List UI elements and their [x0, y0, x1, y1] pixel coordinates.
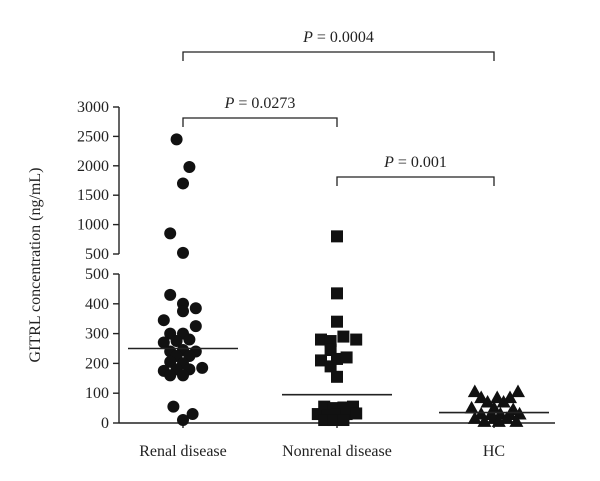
data-point-square — [337, 414, 350, 427]
data-point-triangle — [477, 414, 492, 427]
data-point-square — [350, 407, 363, 420]
data-point-square — [315, 333, 327, 346]
y-tick-label: 3000 — [77, 99, 109, 116]
data-point-circle — [177, 369, 189, 382]
data-point-circle — [177, 177, 189, 190]
data-point-square — [331, 287, 343, 300]
y-tick-label: 100 — [85, 385, 109, 402]
data-point-square — [340, 351, 353, 364]
data-point-triangle — [509, 414, 524, 427]
data-point-square — [318, 414, 331, 427]
data-point-triangle — [503, 390, 517, 404]
y-tick-label: 300 — [85, 326, 109, 343]
data-point-circle — [170, 133, 183, 146]
data-point-triangle — [490, 390, 505, 404]
y-ticks: 0 100 200 300 400 500 500 1000 1500 2000 2500 3000 — [77, 99, 119, 432]
data-point-circle — [167, 400, 180, 413]
data-point-circle — [183, 333, 196, 346]
y-tick-label: 1500 — [77, 187, 109, 204]
data-point-square — [331, 230, 343, 243]
x-category-labels: Renal disease Nonrenal disease HC — [139, 443, 505, 460]
x-category-label: Nonrenal disease — [282, 443, 392, 460]
median-lines — [128, 347, 549, 414]
y-tick-label: 500 — [85, 266, 109, 283]
p-value-label: P = 0.0273 — [224, 95, 296, 112]
data-point-circle — [183, 160, 196, 173]
x-category-label: HC — [483, 443, 505, 460]
p-value-label: P = 0.001 — [383, 154, 447, 171]
data-point-circle — [177, 414, 189, 427]
data-point-triangle — [511, 384, 525, 398]
data-point-triangle — [499, 411, 514, 424]
y-tick-label: 400 — [85, 296, 109, 313]
data-point-square — [331, 315, 343, 328]
data-point-triangle — [491, 414, 506, 427]
data-point-triangle — [467, 384, 482, 398]
data-point-square — [324, 360, 337, 373]
y-tick-label: 1000 — [77, 217, 109, 234]
data-point-triangle — [496, 394, 511, 408]
y-axis-label-group: GITRL concentration (ng/mL) — [27, 168, 44, 363]
y-tick-label: 2500 — [77, 128, 109, 145]
data-point-triangle — [464, 400, 479, 414]
y-tick-label: 0 — [101, 415, 109, 432]
data-point-square — [350, 333, 363, 346]
p-value-label: P = 0.0004 — [302, 29, 374, 46]
data-point-circle — [164, 369, 177, 382]
y-tick-label: 2000 — [77, 158, 109, 175]
data-point-circle — [157, 314, 170, 327]
data-point-triangle — [474, 390, 489, 404]
data-point-circle — [196, 361, 209, 374]
data-point-square — [315, 354, 327, 367]
data-point-triangle — [467, 411, 482, 424]
data-point-circle — [189, 320, 202, 333]
data-point-triangle — [480, 394, 495, 408]
data-point-circle — [186, 408, 199, 421]
data-point-circle — [164, 288, 177, 301]
significance-brackets: P = 0.0004 P = 0.0273 P = 0.001 — [182, 29, 495, 186]
y-tick-label: 200 — [85, 355, 109, 372]
data-point-circle — [170, 335, 183, 348]
y-tick-label: 500 — [85, 246, 109, 263]
data-point-circle — [177, 246, 189, 259]
significance-bracket — [336, 176, 495, 186]
x-category-label: Renal disease — [139, 443, 227, 460]
y-axis-label: GITRL concentration (ng/mL) — [27, 168, 44, 363]
data-point-circle — [157, 336, 170, 349]
data-point-square — [327, 414, 340, 427]
data-point-circle — [189, 302, 202, 315]
significance-bracket — [182, 51, 495, 61]
data-point-circle — [177, 305, 189, 318]
significance-bracket — [182, 117, 338, 127]
data-point-circle — [164, 227, 177, 240]
data-point-square — [337, 330, 350, 343]
data-point-square — [331, 370, 343, 383]
